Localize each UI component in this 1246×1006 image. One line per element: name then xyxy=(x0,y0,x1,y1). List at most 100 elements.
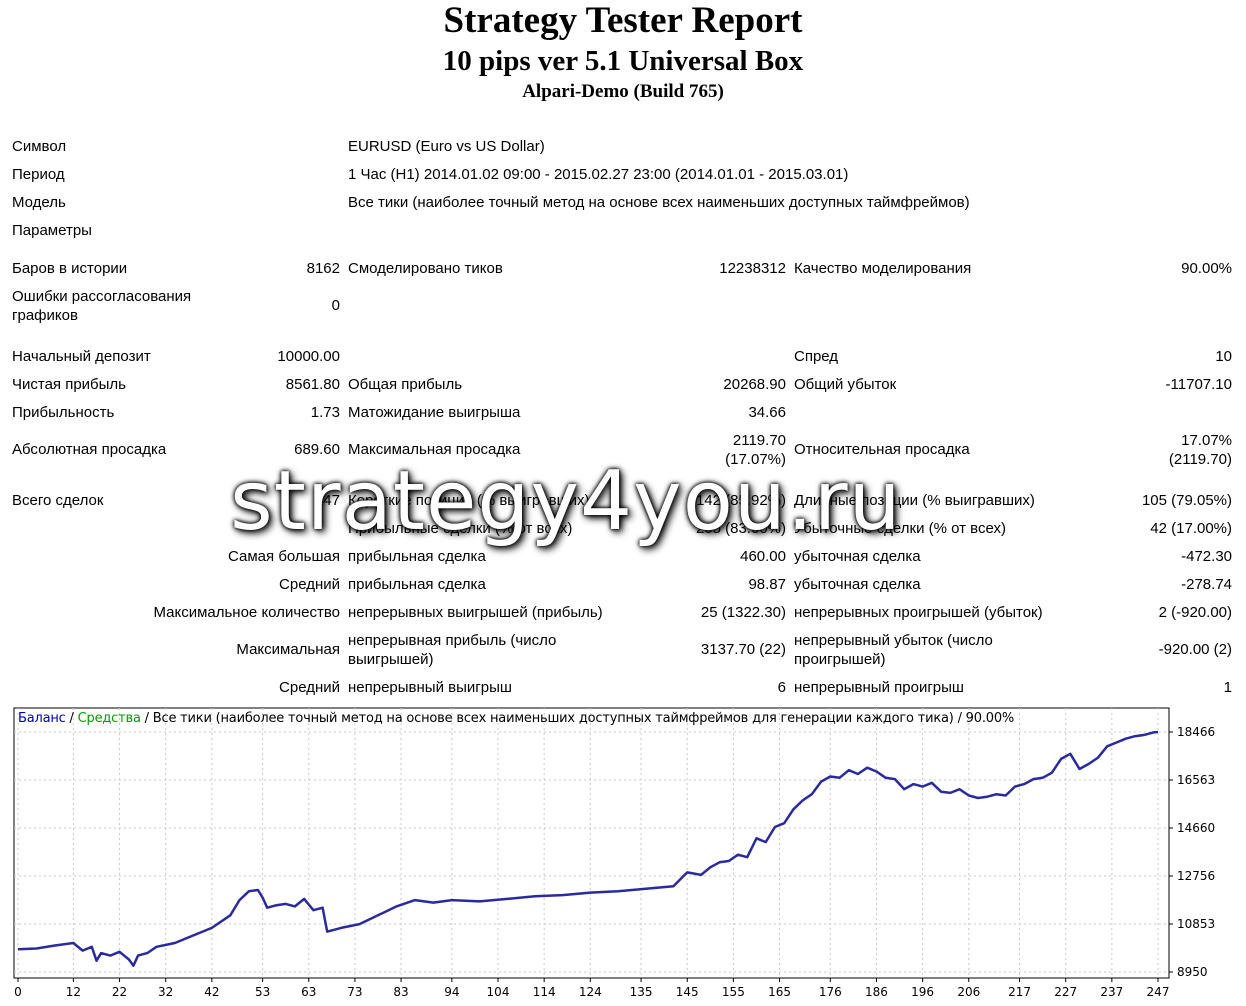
watermark: strategy4you.ru xyxy=(230,454,902,549)
gross-loss-label: Общий убыток xyxy=(794,376,897,393)
mismatch-value: 0 xyxy=(331,297,340,314)
max-consecutive-wins-label: непрерывных выигрышей (прибыль) xyxy=(348,604,603,621)
average-consecutive-losses-label: непрерывный проигрыш xyxy=(794,679,964,696)
maximal-label: Максимальная xyxy=(236,641,340,658)
y-tick-label: 14660 xyxy=(1177,821,1215,835)
short-positions-label: Короткие позиции (% выигравших) xyxy=(348,492,590,509)
y-tick-label: 12756 xyxy=(1177,869,1215,883)
x-tick-label: 42 xyxy=(204,985,219,999)
relative-drawdown-percent: 17.07% xyxy=(1181,432,1232,449)
profit-factor-label: Прибыльность xyxy=(12,404,115,421)
absolute-drawdown-value: 689.60 xyxy=(294,441,340,458)
average-loss-label: убыточная сделка xyxy=(794,576,921,593)
total-trades-label: Всего сделок xyxy=(12,492,104,509)
largest-loss-value: -472.30 xyxy=(1181,548,1232,565)
profit-trades-value: 205 (83.00%) xyxy=(695,520,786,537)
max-count-label: Максимальное количество xyxy=(153,604,340,621)
x-tick-label: 94 xyxy=(444,985,459,999)
period-label: Период xyxy=(12,166,65,183)
x-tick-label: 176 xyxy=(819,985,842,999)
x-tick-label: 114 xyxy=(533,985,556,999)
maximal-drawdown-value: 2119.70 xyxy=(732,432,786,449)
average-consecutive-wins-label: непрерывный выигрыш xyxy=(348,679,512,696)
largest-profit-value: 460.00 xyxy=(740,548,786,565)
x-tick-label: 206 xyxy=(957,985,980,999)
spread-label: Спред xyxy=(794,348,839,365)
legend-description: / Все тики (наиболее точный метод на осн… xyxy=(140,711,1015,726)
parameters-label: Параметры xyxy=(12,222,92,239)
average-profit-value: 98.87 xyxy=(748,576,786,593)
x-tick-label: 104 xyxy=(487,985,510,999)
expected-payoff-label: Матожидание выигрыша xyxy=(348,404,521,421)
x-tick-label: 145 xyxy=(676,985,699,999)
x-tick-label: 247 xyxy=(1147,985,1170,999)
x-tick-label: 73 xyxy=(347,985,362,999)
maximal-consecutive-profit-value: 3137.70 (22) xyxy=(700,641,786,658)
chart-frame xyxy=(13,707,1170,979)
relative-drawdown-value: (2119.70) xyxy=(1168,451,1232,468)
x-tick-label: 53 xyxy=(255,985,270,999)
loss-trades-label: Убыточные сделки (% от всех) xyxy=(794,520,1006,537)
average-label: Средний xyxy=(279,576,340,593)
net-profit-value: 8561.80 xyxy=(285,376,340,393)
period-value: 1 Час (H1) 2014.01.02 09:00 - 2015.02.27… xyxy=(348,166,849,183)
total-trades-value: 247 xyxy=(314,492,340,509)
deposit-value: 10000.00 xyxy=(277,348,340,365)
x-tick-label: 186 xyxy=(865,985,888,999)
legend-equity: Средства xyxy=(77,711,141,726)
expected-payoff-value: 34.66 xyxy=(748,404,786,421)
x-tick-label: 0 xyxy=(14,985,22,999)
maximal-consecutive-loss-value: -920.00 (2) xyxy=(1158,641,1232,658)
legend-balance: Баланс xyxy=(18,711,66,726)
gross-profit-label: Общая прибыль xyxy=(348,376,463,393)
max-consecutive-losses-value: 2 (-920.00) xyxy=(1158,604,1232,621)
x-tick-label: 237 xyxy=(1100,985,1123,999)
maximal-consecutive-loss-label: непрерывный убыток (число проигрышей) xyxy=(794,632,993,668)
x-tick-label: 12 xyxy=(66,985,81,999)
maximal-drawdown-percent: (17.07%) xyxy=(725,451,786,468)
symbol-label: Символ xyxy=(12,138,67,155)
symbol-value: EURUSD (Euro vs US Dollar) xyxy=(348,138,545,155)
short-positions-value: 142 (85.92%) xyxy=(695,492,786,509)
x-tick-label: 217 xyxy=(1008,985,1031,999)
ticks-label: Смоделировано тиков xyxy=(348,260,503,277)
x-tick-label: 227 xyxy=(1054,985,1077,999)
x-tick-label: 83 xyxy=(393,985,408,999)
average-loss-value: -278.74 xyxy=(1181,576,1232,593)
long-positions-value: 105 (79.05%) xyxy=(1141,492,1232,509)
spread-value: 10 xyxy=(1215,348,1232,365)
average-consecutive-label: Средний xyxy=(279,679,340,696)
gross-loss-value: -11707.10 xyxy=(1165,376,1232,393)
average-consecutive-losses-value: 1 xyxy=(1223,679,1232,696)
max-consecutive-wins-value: 25 (1322.30) xyxy=(700,604,786,621)
profit-trades-label: Прибыльные сделки (% от всех) xyxy=(348,520,573,537)
x-tick-label: 32 xyxy=(158,985,173,999)
balance-chart: 0 12 22 32 42 53 63 73 83 94 104 114 124 135 145 155 165… xyxy=(0,702,1246,1006)
profit-factor-value: 1.73 xyxy=(310,404,340,421)
balance-line xyxy=(17,730,1159,967)
y-tick-label: 8950 xyxy=(1177,965,1208,979)
server-build: Alpari-Demo (Build 765) xyxy=(522,81,724,102)
largest-label: Самая большая xyxy=(228,548,340,565)
deposit-label: Начальный депозит xyxy=(12,348,151,365)
x-tick-label: 135 xyxy=(630,985,653,999)
report-title: Strategy Tester Report xyxy=(443,0,803,41)
quality-value: 90.00% xyxy=(1181,260,1232,277)
long-positions-label: Длинные позиции (% выигравших) xyxy=(794,492,1035,509)
average-profit-label: прибыльная сделка xyxy=(348,576,486,593)
quality-label: Качество моделирования xyxy=(794,260,972,277)
ticks-value: 12238312 xyxy=(719,260,786,277)
x-tick-label: 165 xyxy=(768,985,791,999)
mismatch-label: Ошибки рассогласования графиков xyxy=(12,288,192,324)
largest-loss-label: убыточная сделка xyxy=(794,548,921,565)
net-profit-label: Чистая прибыль xyxy=(12,376,126,393)
legend-separator: / xyxy=(65,711,78,726)
maximal-drawdown-label: Максимальная просадка xyxy=(348,441,521,458)
absolute-drawdown-label: Абсолютная просадка xyxy=(12,441,167,458)
bars-label: Баров в истории xyxy=(12,260,128,277)
y-tick-label: 16563 xyxy=(1177,773,1215,787)
balance-chart-svg: 0 12 22 32 42 53 63 73 83 94 104 114 124 135 145 155 165… xyxy=(13,707,1215,999)
x-tick-label: 22 xyxy=(112,985,127,999)
y-tick-label: 10853 xyxy=(1177,917,1215,931)
x-tick-label: 63 xyxy=(301,985,316,999)
